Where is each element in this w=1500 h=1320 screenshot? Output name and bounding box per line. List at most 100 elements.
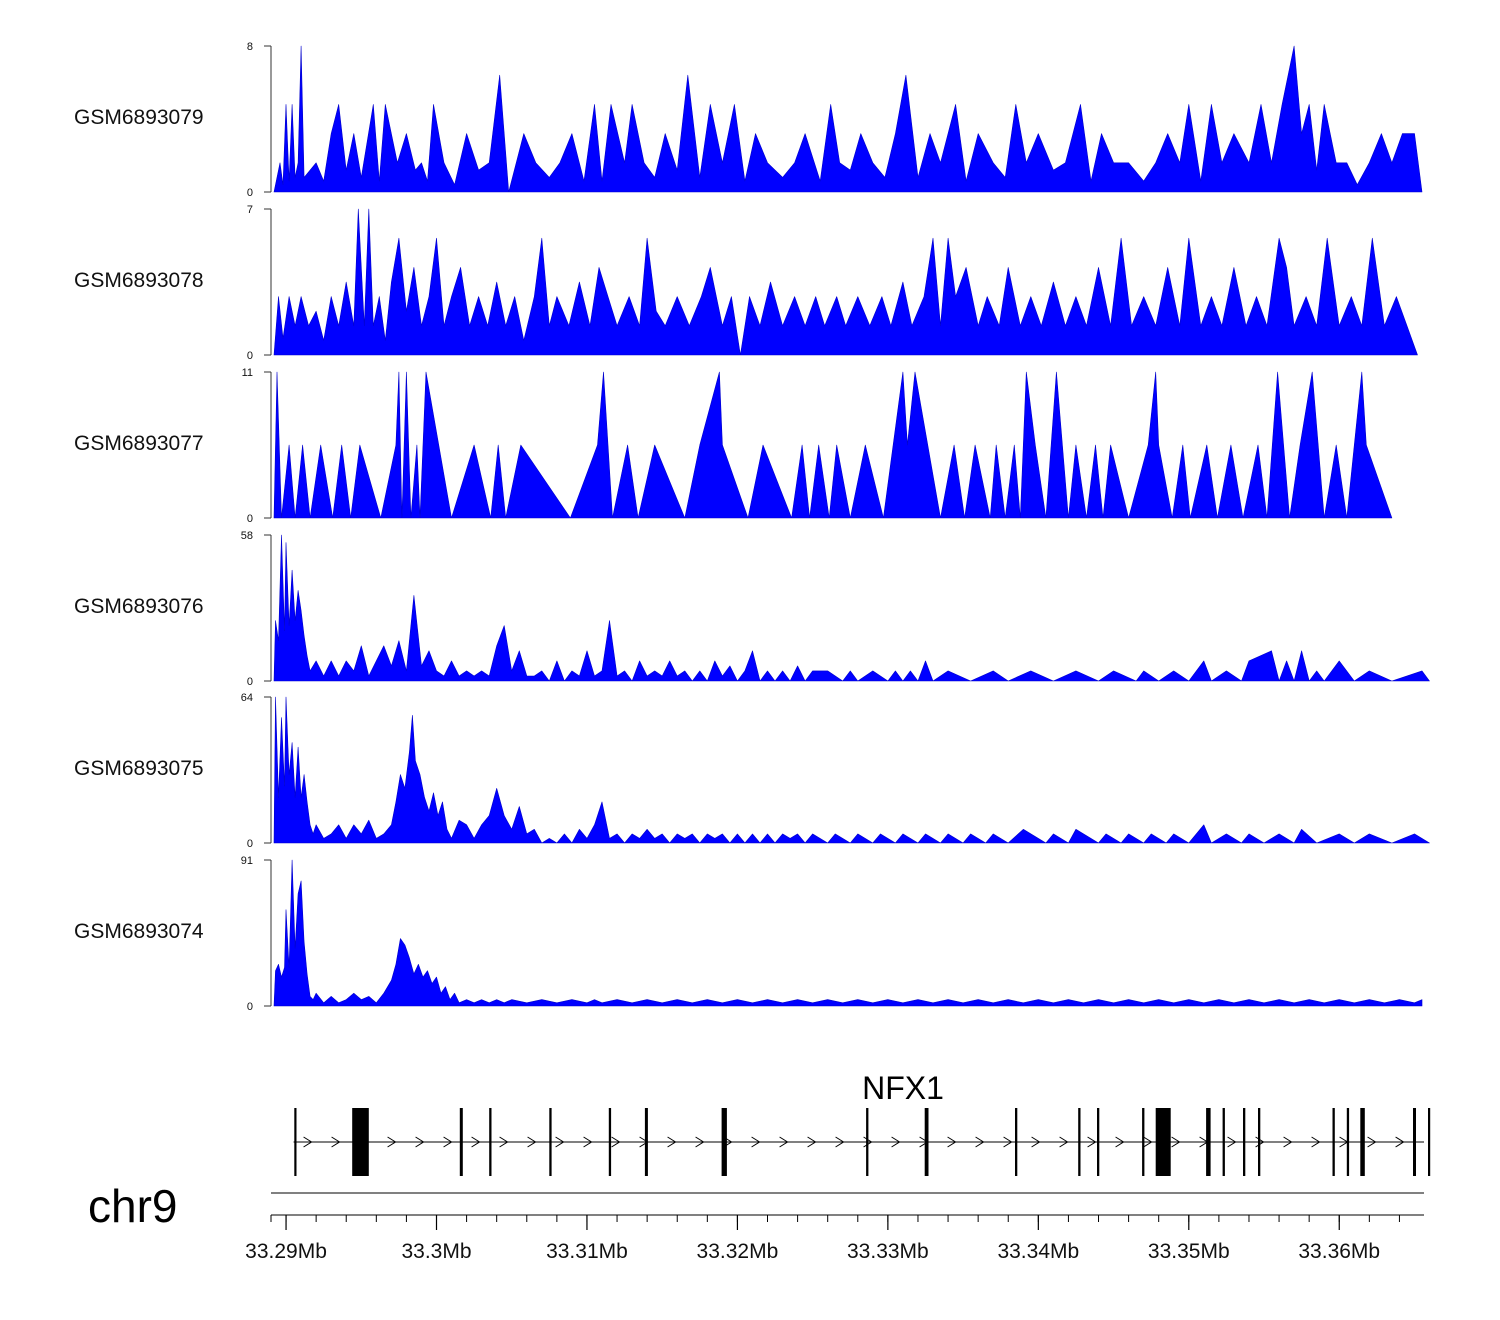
signal-tracks: GSM689307980GSM689307870GSM6893077110GSM… bbox=[74, 41, 1430, 1013]
signal-area bbox=[273, 371, 1393, 519]
strand-arrow bbox=[975, 1136, 985, 1148]
signal-area bbox=[273, 859, 1423, 1007]
y-max-label: 91 bbox=[241, 855, 253, 867]
strand-arrow bbox=[303, 1136, 313, 1148]
y-max-label: 11 bbox=[242, 367, 253, 379]
track-label: GSM6893078 bbox=[74, 269, 204, 292]
y-min-label: 0 bbox=[247, 187, 253, 199]
strand-arrow bbox=[1059, 1136, 1069, 1148]
x-tick-label: 33.3Mb bbox=[401, 1240, 471, 1263]
strand-arrow bbox=[499, 1136, 509, 1148]
track-gsm6893077: GSM6893077 11 0 bbox=[74, 367, 1393, 525]
exon bbox=[1332, 1108, 1335, 1176]
strand-arrow bbox=[695, 1136, 705, 1148]
chromosome-axis: chr9 33.29Mb 33.3Mb 33.31Mb 33.32Mb 33.33Mb 3… bbox=[88, 1180, 1424, 1263]
strand-arrow bbox=[1087, 1136, 1097, 1148]
strand-arrow bbox=[331, 1136, 341, 1148]
signal-area bbox=[273, 534, 1430, 682]
strand-arrow bbox=[1283, 1136, 1293, 1148]
strand-arrow bbox=[583, 1136, 593, 1148]
chromosome-label: chr9 bbox=[88, 1180, 177, 1232]
track-label: GSM6893079 bbox=[74, 106, 204, 129]
track-gsm6893074: GSM6893074 91 0 bbox=[74, 855, 1423, 1013]
exon bbox=[1243, 1108, 1246, 1176]
y-min-label: 0 bbox=[247, 676, 253, 688]
y-min-label: 0 bbox=[247, 1001, 253, 1013]
axis-ticks: 33.29Mb 33.3Mb 33.31Mb 33.32Mb 33.33Mb 33.34M… bbox=[245, 1192, 1424, 1263]
x-tick-label: 33.35Mb bbox=[1148, 1240, 1230, 1263]
exon bbox=[1360, 1108, 1365, 1176]
signal-area bbox=[273, 45, 1423, 193]
exon bbox=[1258, 1108, 1261, 1176]
y-min-label: 0 bbox=[247, 513, 253, 525]
track-gsm6893079: GSM6893079 8 0 bbox=[74, 41, 1423, 199]
exon bbox=[721, 1108, 727, 1176]
strand-arrow bbox=[807, 1136, 817, 1148]
exon bbox=[924, 1108, 929, 1176]
strand-arrow bbox=[835, 1136, 845, 1148]
strand-arrow bbox=[1171, 1136, 1181, 1148]
track-label: GSM6893075 bbox=[74, 757, 204, 780]
strand-arrow bbox=[1227, 1136, 1237, 1148]
exon bbox=[352, 1108, 369, 1176]
strand-arrow bbox=[611, 1136, 621, 1148]
y-max-label: 8 bbox=[247, 41, 253, 53]
y-min-label: 0 bbox=[247, 350, 253, 362]
strand-arrow bbox=[891, 1136, 901, 1148]
x-tick-label: 33.36Mb bbox=[1298, 1240, 1380, 1263]
exon bbox=[459, 1108, 463, 1176]
signal-area bbox=[273, 208, 1418, 356]
track-label: GSM6893076 bbox=[74, 595, 204, 618]
exon bbox=[1206, 1108, 1211, 1176]
strand-arrow bbox=[471, 1136, 481, 1148]
strand-arrow bbox=[443, 1136, 453, 1148]
signal-area bbox=[273, 696, 1430, 844]
strand-arrow bbox=[415, 1136, 425, 1148]
strand-arrow bbox=[779, 1136, 789, 1148]
gene-label: NFX1 bbox=[862, 1070, 944, 1106]
gene-model-nfx1 bbox=[293, 1108, 1431, 1176]
strand-arrow bbox=[751, 1136, 761, 1148]
x-tick-label: 33.32Mb bbox=[697, 1240, 779, 1263]
exon bbox=[549, 1108, 552, 1176]
strand-arrow bbox=[1003, 1136, 1013, 1148]
strand-arrow bbox=[1115, 1136, 1125, 1148]
gene-track: NFX1 bbox=[293, 1070, 1431, 1176]
exon bbox=[644, 1108, 648, 1176]
y-min-label: 0 bbox=[247, 838, 253, 850]
y-max-label: 58 bbox=[241, 530, 253, 542]
track-label: GSM6893077 bbox=[74, 432, 204, 455]
exon bbox=[608, 1108, 612, 1176]
y-max-label: 64 bbox=[241, 692, 253, 704]
strand-arrow bbox=[947, 1136, 957, 1148]
track-gsm6893076: GSM6893076 58 0 bbox=[74, 530, 1430, 688]
exon bbox=[1078, 1108, 1081, 1176]
strand-arrow bbox=[555, 1136, 565, 1148]
exon bbox=[294, 1108, 297, 1176]
x-tick-label: 33.33Mb bbox=[847, 1240, 929, 1263]
y-max-label: 7 bbox=[247, 204, 253, 216]
exon bbox=[1015, 1108, 1018, 1176]
exon bbox=[1222, 1108, 1225, 1176]
strand-arrow bbox=[667, 1136, 677, 1148]
exon bbox=[1155, 1108, 1171, 1176]
x-tick-label: 33.31Mb bbox=[546, 1240, 628, 1263]
strand-arrow bbox=[1031, 1136, 1041, 1148]
strand-arrow bbox=[1311, 1136, 1321, 1148]
strand-arrow bbox=[527, 1136, 537, 1148]
strand-arrow bbox=[387, 1136, 397, 1148]
exon bbox=[866, 1108, 869, 1176]
x-tick-label: 33.34Mb bbox=[997, 1240, 1079, 1263]
x-tick-label: 33.29Mb bbox=[245, 1240, 327, 1263]
track-gsm6893075: GSM6893075 64 0 bbox=[74, 692, 1430, 850]
strand-arrow bbox=[1367, 1136, 1377, 1148]
strand-arrow bbox=[1143, 1136, 1153, 1148]
exon bbox=[1142, 1108, 1145, 1176]
exon bbox=[1413, 1108, 1416, 1176]
exon bbox=[489, 1108, 492, 1176]
track-label: GSM6893074 bbox=[74, 920, 204, 943]
track-gsm6893078: GSM6893078 7 0 bbox=[74, 204, 1418, 362]
strand-arrow bbox=[1395, 1136, 1405, 1148]
exon bbox=[1346, 1108, 1350, 1176]
